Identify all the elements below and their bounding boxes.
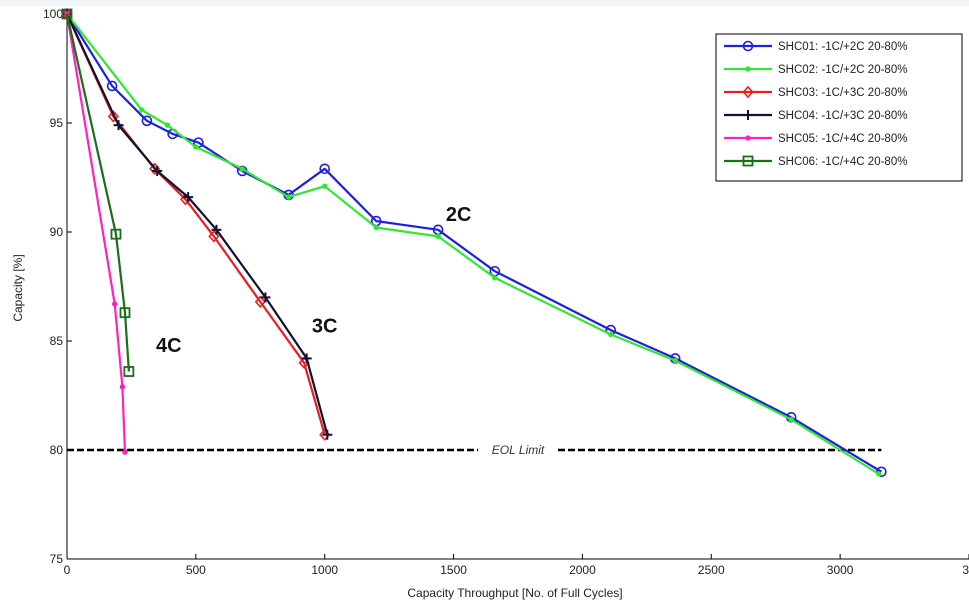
data-point — [152, 165, 163, 176]
data-point — [193, 144, 199, 150]
legend-label: SHC04: -1C/+3C 20-80% — [778, 110, 907, 122]
data-point — [239, 166, 245, 172]
data-point — [301, 353, 312, 364]
x-tick-label: 35 — [962, 563, 969, 577]
data-point — [322, 183, 328, 189]
y-tick-label: 75 — [50, 552, 64, 566]
x-tick-label: 3000 — [827, 563, 854, 577]
data-point — [110, 228, 122, 240]
data-point — [254, 295, 266, 308]
series-line — [66, 13, 329, 435]
data-point — [113, 120, 124, 131]
data-point — [139, 107, 145, 113]
annotation-4c: 4C — [156, 335, 182, 357]
series-6 — [61, 8, 135, 377]
data-point — [123, 366, 135, 377]
series-line — [66, 13, 882, 473]
legend-item: SHC04: -1C/+3C 20-80% — [724, 110, 907, 122]
legend-swatch-marker — [745, 135, 751, 141]
data-point — [672, 357, 678, 364]
annotation-3c: 3C — [312, 315, 338, 337]
data-point — [373, 224, 379, 231]
data-point — [183, 192, 194, 203]
legend-item: SHC05: -1C/+4C 20-80% — [724, 133, 907, 145]
y-tick-label: 95 — [50, 116, 64, 130]
data-point — [107, 110, 119, 123]
data-point — [285, 194, 292, 200]
legend-item: SHC03: -1C/+3C 20-80% — [724, 85, 907, 99]
x-tick-label: 0 — [64, 563, 71, 577]
series-4 — [62, 9, 333, 440]
legend-label: SHC02: -1C/+2C 20-80% — [778, 64, 907, 76]
legend-swatch-marker — [742, 40, 754, 52]
x-tick-label: 2000 — [569, 563, 596, 577]
plot-area: 0 500 1000 1500 2000 2500 3000 35 75 80 85 90 95 100 E… — [43, 7, 969, 577]
x-axis-label: Capacity Throughput [No. of Full Cycles] — [407, 586, 622, 600]
x-tick-label: 500 — [186, 563, 206, 577]
legend-label: SHC03: -1C/+3C 20-80% — [778, 87, 907, 99]
legend-label: SHC05: -1C/+4C 20-80% — [778, 133, 907, 145]
data-point — [492, 275, 498, 281]
legend-swatch-marker — [742, 155, 754, 167]
series-line — [65, 13, 127, 453]
legend-label: SHC06: -1C/+4C 20-80% — [778, 156, 907, 168]
data-point — [61, 8, 73, 20]
data-point — [119, 384, 126, 390]
data-point — [435, 233, 441, 240]
data-point — [211, 224, 222, 235]
legend-swatch-marker — [745, 66, 751, 72]
x-tick-label: 1000 — [311, 563, 338, 577]
legend: SHC01: -1C/+2C 20-80% SHC02: -1C/+2C 20-8… — [715, 33, 963, 182]
data-point — [608, 331, 614, 338]
data-point — [788, 416, 794, 423]
legend-item: SHC01: -1C/+2C 20-80% — [724, 40, 907, 53]
data-point — [876, 471, 882, 477]
data-point — [111, 301, 118, 307]
annotation-2c: 2C — [446, 204, 472, 226]
legend-swatch-marker — [742, 85, 754, 99]
series-2 — [64, 11, 882, 477]
legend-label: SHC01: -1C/+2C 20-80% — [778, 41, 907, 53]
legend-item: SHC06: -1C/+4C 20-80% — [724, 155, 907, 168]
legend-box — [715, 33, 963, 182]
data-point — [119, 307, 131, 319]
x-tick-label: 2500 — [698, 563, 725, 577]
x-tick-label: 1500 — [440, 563, 467, 577]
data-point — [106, 80, 118, 92]
legend-item: SHC02: -1C/+2C 20-80% — [724, 64, 907, 76]
data-point — [164, 122, 171, 128]
series-line — [66, 13, 880, 475]
figure-top-band — [0, 0, 969, 6]
y-tick-label: 85 — [50, 334, 64, 348]
data-point — [322, 429, 333, 440]
legend-swatch-marker — [743, 110, 753, 120]
data-point — [319, 163, 331, 175]
data-point — [122, 449, 128, 455]
series-line — [65, 13, 130, 372]
y-tick-label: 80 — [50, 443, 64, 457]
y-tick-label: 90 — [50, 225, 64, 239]
eol-limit-label: EOL Limit — [492, 443, 545, 457]
y-axis-label: Capacity [%] — [11, 254, 25, 321]
data-point — [141, 115, 153, 127]
y-tick-label: 100 — [43, 7, 63, 21]
data-point — [260, 292, 271, 303]
